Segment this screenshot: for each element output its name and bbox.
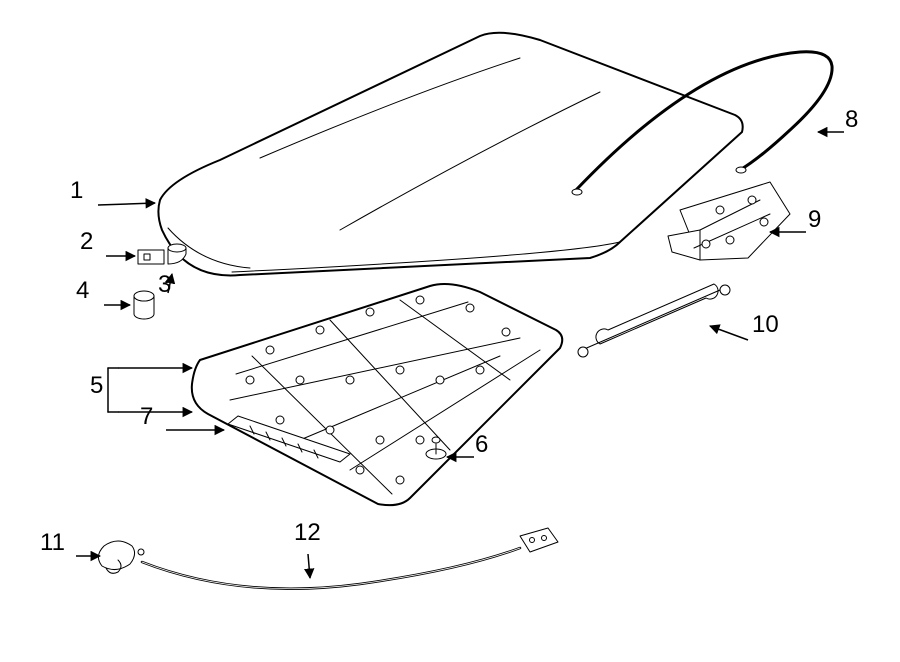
hood-bumper-bracket [138, 250, 164, 264]
hood-panel [158, 33, 742, 276]
callout-label-4: 4 [76, 277, 89, 305]
callout-label-5: 5 [90, 372, 103, 400]
hood-support-strut [578, 284, 730, 357]
callout-label-2: 2 [80, 228, 93, 256]
callout-arrow-12 [308, 554, 310, 578]
hood-bumper [168, 244, 186, 264]
callout-label-3: 3 [158, 271, 171, 299]
callout-label-1: 1 [70, 177, 83, 205]
callout-label-10: 10 [752, 311, 779, 339]
hood-insulator [192, 284, 562, 505]
release-cable [142, 528, 558, 589]
callout-label-8: 8 [845, 106, 858, 134]
callout-arrow-1 [98, 203, 155, 205]
hood-hinge [668, 182, 790, 260]
hood-stop [134, 291, 154, 319]
callout-label-12: 12 [294, 519, 321, 547]
hood-latch [98, 541, 144, 573]
callout-label-11: 11 [40, 529, 65, 557]
callout-arrow-10 [710, 326, 748, 340]
callout-label-9: 9 [808, 206, 821, 234]
callout-label-7: 7 [140, 403, 153, 431]
callout-label-6: 6 [475, 431, 488, 459]
